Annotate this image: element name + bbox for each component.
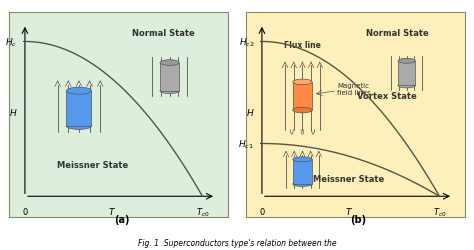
Ellipse shape <box>293 157 312 162</box>
Bar <box>160 63 179 91</box>
Ellipse shape <box>160 60 179 66</box>
Ellipse shape <box>293 108 312 114</box>
Text: Meissner State: Meissner State <box>57 160 128 170</box>
Ellipse shape <box>398 84 415 88</box>
Text: $H_{c2}$: $H_{c2}$ <box>238 36 254 48</box>
Ellipse shape <box>293 80 312 86</box>
Bar <box>66 91 91 126</box>
Ellipse shape <box>66 123 91 130</box>
Text: $0$: $0$ <box>22 205 28 216</box>
Bar <box>293 82 312 110</box>
Text: Magnetic
field lines: Magnetic field lines <box>337 83 371 96</box>
Bar <box>398 62 415 86</box>
Text: $H$: $H$ <box>9 107 17 118</box>
Text: $H$: $H$ <box>246 107 254 118</box>
Text: (b): (b) <box>350 214 366 224</box>
Text: Vortex State: Vortex State <box>357 92 417 101</box>
Ellipse shape <box>66 88 91 95</box>
Bar <box>293 160 312 184</box>
Text: (a): (a) <box>114 214 129 224</box>
Text: Fig. 1  Superconductors type's relation between the: Fig. 1 Superconductors type's relation b… <box>137 238 337 248</box>
Text: $T_{c0}$: $T_{c0}$ <box>196 205 209 218</box>
Text: Normal State: Normal State <box>365 29 428 38</box>
Text: $H_c$: $H_c$ <box>5 36 17 48</box>
Text: $T_{c0}$: $T_{c0}$ <box>433 205 446 218</box>
Text: $T$: $T$ <box>108 205 116 216</box>
Ellipse shape <box>293 182 312 187</box>
Ellipse shape <box>398 59 415 64</box>
Text: Normal State: Normal State <box>132 29 195 38</box>
Text: Meissner State: Meissner State <box>313 174 384 184</box>
Ellipse shape <box>160 88 179 94</box>
Text: $0$: $0$ <box>259 205 265 216</box>
Text: $T$: $T$ <box>345 205 353 216</box>
Text: $H_{c1}$: $H_{c1}$ <box>238 138 254 150</box>
Text: Flux line: Flux line <box>284 41 321 50</box>
